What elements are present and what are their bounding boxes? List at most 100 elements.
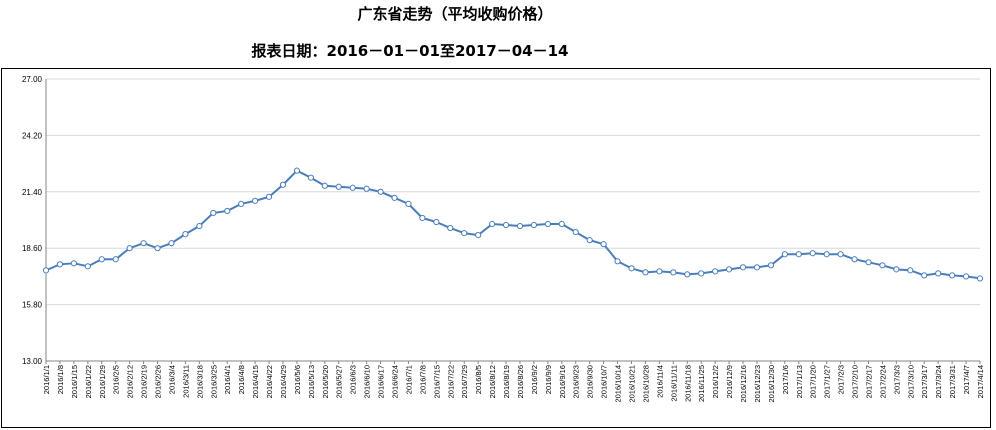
data-point <box>935 270 942 277</box>
x-tick-label: 2016/7/22 <box>446 365 455 398</box>
x-tick-label: 2016/3/4 <box>167 365 176 394</box>
data-point <box>56 261 64 268</box>
data-point <box>865 259 872 266</box>
data-point <box>949 272 956 279</box>
data-point <box>70 260 77 267</box>
data-point <box>516 222 524 230</box>
x-tick-label: 2016/6/24 <box>391 365 400 398</box>
data-point <box>391 194 398 201</box>
chart-frame <box>1 68 991 428</box>
data-point <box>405 200 412 207</box>
x-tick-label: 2016/12/16 <box>739 365 748 403</box>
x-tick-label: 2016/11/4 <box>655 365 664 398</box>
data-point <box>809 250 816 257</box>
data-point <box>530 221 538 229</box>
y-tick-label: 18.60 <box>22 244 43 253</box>
data-point <box>224 207 231 215</box>
data-point <box>447 224 454 232</box>
data-point <box>210 209 217 217</box>
data-point <box>544 220 551 228</box>
data-point <box>154 245 161 252</box>
data-point <box>265 193 273 200</box>
x-tick-label: 2016/12/23 <box>753 365 762 403</box>
data-point <box>377 188 384 195</box>
data-point <box>488 220 496 228</box>
data-point <box>335 183 342 190</box>
x-tick-label: 2016/8/26 <box>516 365 525 398</box>
data-point <box>767 262 774 269</box>
data-point <box>279 181 287 188</box>
x-tick-label: 2016/2/5 <box>112 365 121 394</box>
data-point <box>307 174 314 181</box>
data-point <box>670 269 677 276</box>
data-point <box>252 197 259 204</box>
data-point <box>502 221 510 229</box>
data-point <box>349 184 356 191</box>
x-tick-label: 2016/7/29 <box>460 365 469 398</box>
x-tick-label: 2016/4/1 <box>223 365 232 394</box>
x-tick-label: 2017/2/3 <box>837 365 846 394</box>
x-tick-label: 2017/4/14 <box>976 365 985 398</box>
data-point <box>976 275 984 282</box>
data-point <box>725 266 733 273</box>
data-point <box>795 251 802 258</box>
x-tick-label: 2017/2/10 <box>851 365 860 398</box>
x-tick-label: 2017/1/6 <box>781 365 790 394</box>
x-tick-label: 2016/7/1 <box>404 365 413 394</box>
x-tick-label: 2016/2/19 <box>140 365 149 398</box>
x-axis-ticks: 2016/1/1 2016/1/8 2016/1/15 2016/1/22 2016/1… <box>42 361 985 403</box>
x-tick-label: 2016/1/29 <box>98 365 107 398</box>
data-point <box>433 218 440 226</box>
x-tick-label: 2016/6/3 <box>349 365 358 394</box>
data-point <box>893 266 900 273</box>
x-tick-label: 2016/4/22 <box>265 365 274 398</box>
data-point <box>84 263 91 270</box>
data-point <box>293 167 301 174</box>
x-tick-label: 2016/12/30 <box>767 365 776 403</box>
series-line <box>45 169 981 280</box>
data-point <box>168 240 175 247</box>
y-tick-label: 24.20 <box>22 131 43 140</box>
data-point <box>182 231 189 238</box>
x-tick-label: 2017/3/24 <box>934 365 943 398</box>
data-point <box>42 267 50 274</box>
x-tick-label: 2016/10/28 <box>641 365 650 403</box>
data-point <box>753 264 761 271</box>
x-tick-label: 2017/3/17 <box>920 365 929 398</box>
data-point <box>321 182 328 189</box>
x-tick-label: 2016/3/25 <box>209 365 218 398</box>
chart-title: 广东省走势（平均收购价格） <box>357 5 553 23</box>
data-point <box>879 262 886 269</box>
y-tick-label: 27.00 <box>22 75 43 84</box>
data-point <box>781 251 788 258</box>
data-point <box>600 241 607 248</box>
x-tick-label: 2016/12/9 <box>725 365 734 398</box>
x-tick-label: 2016/10/7 <box>600 365 609 398</box>
x-tick-label: 2016/10/21 <box>627 365 636 403</box>
x-tick-label: 2016/9/23 <box>572 365 581 398</box>
data-point <box>628 265 635 272</box>
x-tick-label: 2016/7/8 <box>418 365 427 394</box>
x-tick-label: 2016/11/25 <box>697 365 706 402</box>
x-tick-label: 2016/4/15 <box>251 365 260 398</box>
data-point <box>837 251 844 258</box>
x-tick-label: 2016/9/30 <box>586 365 595 398</box>
data-point <box>140 240 147 247</box>
data-point <box>572 228 579 236</box>
x-tick-label: 2017/2/24 <box>878 365 887 398</box>
data-point <box>475 232 482 239</box>
x-tick-label: 2016/9/2 <box>530 365 539 394</box>
x-tick-label: 2016/8/5 <box>474 365 483 394</box>
x-tick-label: 2016/6/17 <box>377 365 386 398</box>
data-point <box>238 200 245 207</box>
x-tick-label: 2017/3/3 <box>892 365 901 394</box>
data-point <box>907 267 914 274</box>
x-tick-label: 2016/12/2 <box>711 365 720 398</box>
data-point <box>558 220 565 228</box>
x-tick-label: 2016/9/16 <box>558 365 567 398</box>
data-point <box>461 229 468 237</box>
x-tick-label: 2017/3/10 <box>906 365 915 398</box>
data-point <box>112 256 119 263</box>
y-tick-label: 21.40 <box>22 188 43 197</box>
